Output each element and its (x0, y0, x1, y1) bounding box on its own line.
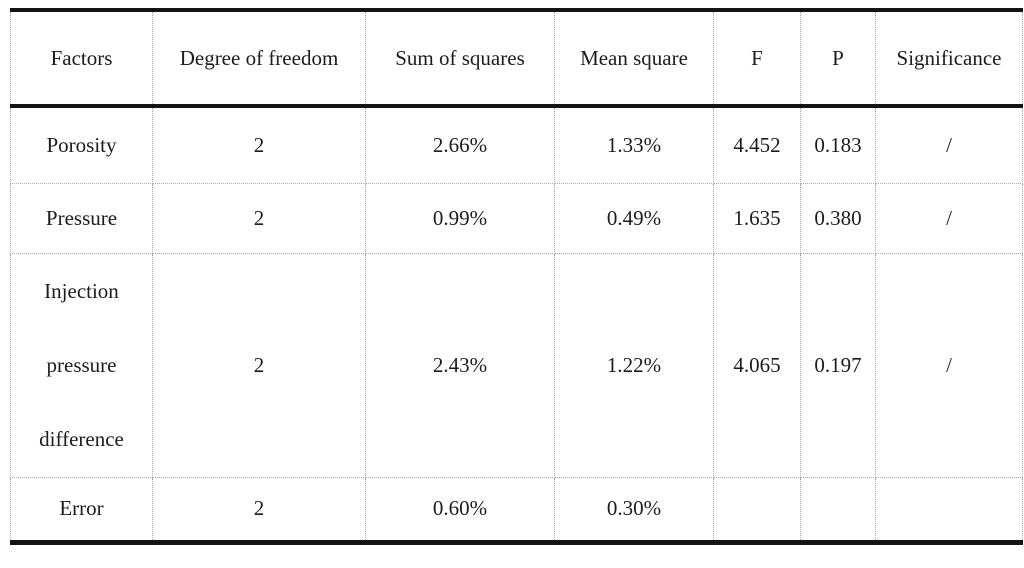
column-header-mean-square: Mean square (554, 9, 714, 108)
column-header-factors: Factors (10, 9, 153, 108)
header-row: Factors Degree of freedom Sum of squares… (10, 9, 1023, 108)
table-row-injection-pressure-difference: Injection pressure difference 2 2.43% 1.… (10, 252, 1023, 478)
cell-p-value: 0.380 (800, 182, 876, 254)
cell-factor: Injection pressure difference (10, 252, 153, 478)
cell-f-value: 1.635 (713, 182, 801, 254)
cell-degree-of-freedom: 2 (152, 252, 366, 478)
cell-sum-of-squares: 0.60% (365, 476, 555, 543)
cell-mean-square: 0.49% (554, 182, 714, 254)
cell-sum-of-squares: 0.99% (365, 182, 555, 254)
table-row-porosity: Porosity 2 2.66% 1.33% 4.452 0.183 / (10, 105, 1023, 184)
cell-factor: Error (10, 476, 153, 543)
cell-f-value (713, 476, 801, 543)
table-row-pressure: Pressure 2 0.99% 0.49% 1.635 0.380 / (10, 182, 1023, 254)
column-header-significance: Significance (875, 9, 1023, 108)
table-row-error: Error 2 0.60% 0.30% (10, 476, 1023, 543)
cell-factor: Porosity (10, 105, 153, 184)
column-header-p: P (800, 9, 876, 108)
cell-p-value (800, 476, 876, 543)
cell-p-value: 0.197 (800, 252, 876, 478)
cell-significance (875, 476, 1023, 543)
cell-p-value: 0.183 (800, 105, 876, 184)
cell-factor: Pressure (10, 182, 153, 254)
cell-significance: / (875, 105, 1023, 184)
column-header-sum-of-squares: Sum of squares (365, 9, 555, 108)
cell-sum-of-squares: 2.43% (365, 252, 555, 478)
cell-degree-of-freedom: 2 (152, 476, 366, 543)
cell-degree-of-freedom: 2 (152, 105, 366, 184)
cell-sum-of-squares: 2.66% (365, 105, 555, 184)
column-header-degree-of-freedom: Degree of freedom (152, 9, 366, 108)
cell-f-value: 4.452 (713, 105, 801, 184)
anova-table-container: Factors Degree of freedom Sum of squares… (10, 8, 1023, 545)
cell-mean-square: 1.22% (554, 252, 714, 478)
cell-significance: / (875, 182, 1023, 254)
cell-mean-square: 1.33% (554, 105, 714, 184)
anova-results-table: Factors Degree of freedom Sum of squares… (10, 8, 1023, 545)
cell-significance: / (875, 252, 1023, 478)
cell-mean-square: 0.30% (554, 476, 714, 543)
column-header-f: F (713, 9, 801, 108)
cell-f-value: 4.065 (713, 252, 801, 478)
cell-degree-of-freedom: 2 (152, 182, 366, 254)
